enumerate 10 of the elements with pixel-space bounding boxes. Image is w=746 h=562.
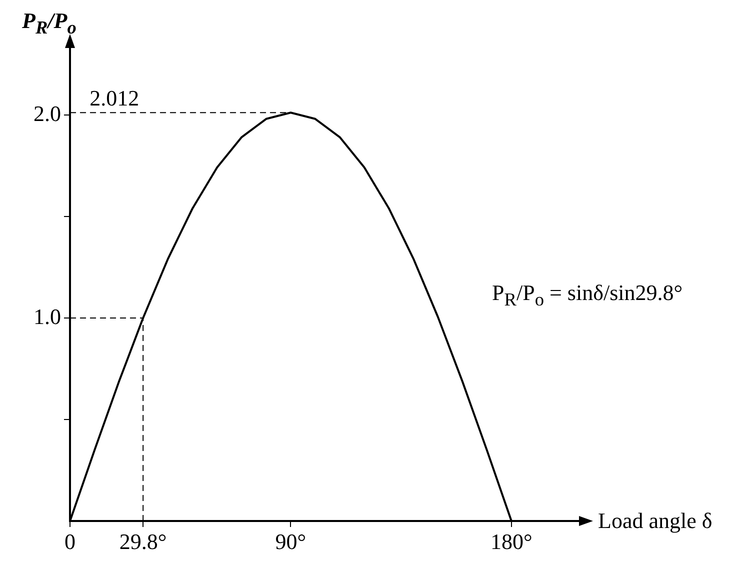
x-tick-label: 90°	[275, 528, 306, 554]
y-axis-title: P$_{R}$/P$_{o}$	[22, 8, 76, 38]
annotation: 2.012	[90, 85, 140, 110]
y-tick-label: 2.0	[34, 100, 61, 126]
y-tick-label: 1.0	[34, 304, 61, 329]
x-tick-label: 29.8°	[119, 528, 167, 554]
x-tick-label: 180°	[490, 528, 532, 554]
x-axis-title: Load angle δ	[598, 508, 712, 534]
annotation: P$_{R}$/P$_{o}$ = sinδ/sin29.8°	[492, 280, 683, 310]
x-tick-label: 0	[64, 528, 76, 554]
